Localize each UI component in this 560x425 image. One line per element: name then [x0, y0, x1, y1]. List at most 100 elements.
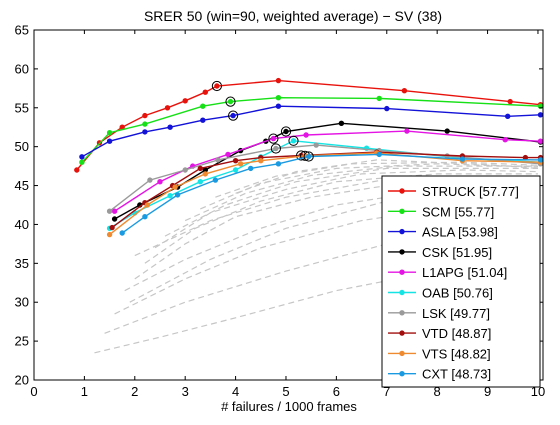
x-tick-label: 5 — [282, 384, 289, 399]
data-point — [537, 138, 544, 144]
x-tick-label: 0 — [30, 384, 37, 399]
data-point — [306, 153, 312, 160]
legend-swatch-marker — [399, 228, 405, 235]
legend-swatch-marker — [399, 371, 405, 377]
legend-entry-vtd: VTD [48.87] — [422, 326, 491, 341]
background-trackers-layer — [94, 159, 539, 354]
background-series-line — [154, 169, 539, 249]
data-point — [376, 151, 382, 158]
background-series-line — [129, 188, 539, 303]
data-point — [106, 231, 113, 238]
background-series-line — [164, 167, 538, 237]
data-point — [283, 128, 289, 135]
data-point — [172, 184, 178, 190]
legend-swatch-marker — [399, 269, 405, 275]
data-point — [142, 214, 148, 220]
data-point — [275, 161, 282, 167]
data-point — [303, 132, 309, 138]
data-point — [537, 112, 544, 118]
data-point — [215, 157, 221, 163]
data-point — [401, 88, 408, 94]
data-point — [106, 130, 113, 136]
data-point — [404, 128, 410, 134]
legend-swatch-marker — [399, 350, 405, 357]
x-tick-label: 9 — [484, 384, 491, 399]
data-point — [182, 98, 188, 104]
data-point — [202, 171, 209, 177]
legend-swatch-marker — [399, 208, 405, 215]
data-point — [237, 161, 244, 167]
legend-entry-scm: SCM [55.77] — [422, 204, 494, 219]
x-tick-label: 8 — [434, 384, 441, 399]
background-series-line — [114, 200, 539, 315]
y-tick-label: 20 — [15, 373, 29, 388]
legend-swatch-marker — [399, 310, 405, 316]
data-point — [227, 98, 234, 105]
data-point — [537, 157, 544, 163]
legend-entry-vts: VTS [48.82] — [422, 346, 491, 361]
background-series-line — [184, 165, 538, 222]
series-line — [81, 105, 541, 158]
legend-entry-oab: OAB [50.76] — [422, 286, 493, 301]
y-tick-label: 45 — [15, 178, 29, 193]
data-point — [142, 121, 148, 127]
data-point — [200, 117, 206, 123]
data-point — [182, 167, 188, 173]
highlight-marker — [268, 133, 279, 144]
x-tick-label: 3 — [182, 384, 189, 399]
legend-swatch-marker — [399, 289, 405, 296]
data-point — [197, 165, 204, 172]
data-point — [214, 83, 220, 89]
legend: STRUCK [57.77] SCM [55.77] ASLA [53.98] CSK… — [381, 175, 541, 388]
y-tick-label: 40 — [15, 217, 29, 232]
highlight-marker — [303, 151, 314, 162]
series-line — [76, 79, 541, 171]
data-point — [142, 129, 148, 135]
legend-entry-l1apg: L1APG [51.04] — [422, 265, 507, 280]
highlight-marker — [270, 143, 281, 154]
data-point — [270, 135, 277, 142]
data-point — [384, 105, 390, 112]
background-series-line — [235, 159, 539, 194]
data-point — [111, 216, 118, 222]
x-tick-label: 6 — [333, 384, 340, 399]
data-point — [376, 95, 382, 102]
data-point — [157, 179, 163, 185]
data-point — [111, 208, 118, 214]
highlight-marker — [288, 135, 299, 146]
legend-entry-struck: STRUCK [57.77] — [422, 184, 519, 199]
background-series-line — [134, 177, 539, 280]
y-tick-label: 25 — [15, 334, 29, 349]
data-point — [164, 105, 171, 111]
data-point — [275, 77, 282, 84]
background-series-line — [104, 223, 539, 334]
series-asla — [79, 103, 544, 160]
data-point — [106, 208, 113, 214]
x-tick-label: 2 — [131, 384, 138, 399]
data-point — [74, 167, 80, 173]
y-tick-label: 60 — [15, 61, 29, 76]
y-tick-label: 30 — [15, 295, 29, 310]
highlight-marker — [280, 126, 292, 137]
data-point — [147, 177, 153, 183]
x-axis-label: # failures / 1000 frames — [221, 399, 357, 414]
data-point — [258, 158, 264, 164]
data-point — [338, 120, 345, 127]
y-tick-label: 55 — [15, 100, 29, 115]
series-line — [121, 153, 541, 234]
highlight-marker — [228, 110, 239, 121]
data-point — [119, 230, 125, 236]
data-point — [232, 158, 239, 164]
data-point — [106, 138, 113, 144]
data-point — [144, 202, 151, 208]
highlight-marker — [211, 80, 222, 92]
legend-swatch-marker — [399, 249, 405, 255]
data-point — [197, 179, 204, 185]
data-point — [459, 156, 466, 162]
background-series-line — [144, 173, 538, 264]
series-layer — [74, 77, 544, 238]
data-point — [225, 151, 231, 158]
